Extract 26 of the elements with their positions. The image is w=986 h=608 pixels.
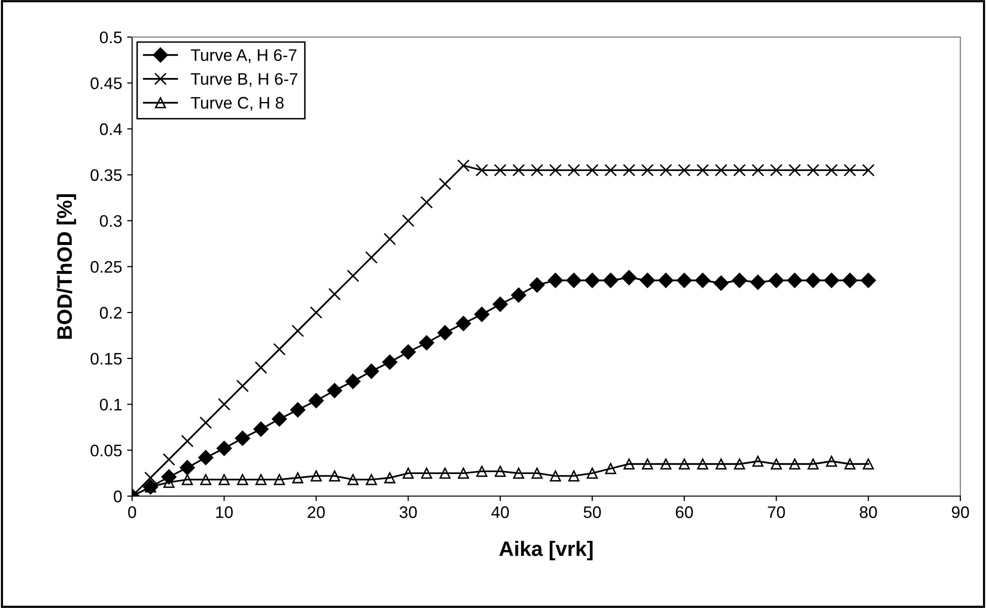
y-tick-label: 0.05 <box>90 444 122 456</box>
x-tick-label: 70 <box>768 506 785 518</box>
y-tick-label: 0.3 <box>100 215 122 227</box>
x-tick-label: 90 <box>952 506 969 518</box>
x-tick-label: 0 <box>128 506 136 518</box>
legend-label: Turve C, H 8 <box>190 96 284 111</box>
y-tick-label: 0.5 <box>100 31 122 44</box>
y-tick-label: 0.1 <box>100 398 122 411</box>
legend-label: Turve A, H 6-7 <box>190 49 296 63</box>
x-tick-label: 20 <box>308 506 325 518</box>
y-tick-label: 0.2 <box>100 306 122 319</box>
x-tick-label: 40 <box>491 506 509 518</box>
y-tick-label: 0.45 <box>90 77 122 90</box>
x-tick-label: 10 <box>216 506 233 518</box>
x-tick-label: 60 <box>676 506 693 518</box>
y-tick-label: 0.25 <box>90 261 122 273</box>
y-tick-label: 0.15 <box>90 352 122 365</box>
y-tick-label: 0 <box>114 490 122 502</box>
legend-label: Turve B, H 6-7 <box>190 73 298 87</box>
x-tick-label: 50 <box>584 506 601 518</box>
y-tick-label: 0.4 <box>100 123 122 136</box>
y-axis-title: BOD/ThOD [%] <box>56 194 76 339</box>
y-tick-label: 0.35 <box>90 169 122 182</box>
x-axis-title: Aika [vrk] <box>499 540 593 560</box>
x-tick-label: 30 <box>400 506 417 518</box>
x-tick-label: 80 <box>860 506 877 518</box>
